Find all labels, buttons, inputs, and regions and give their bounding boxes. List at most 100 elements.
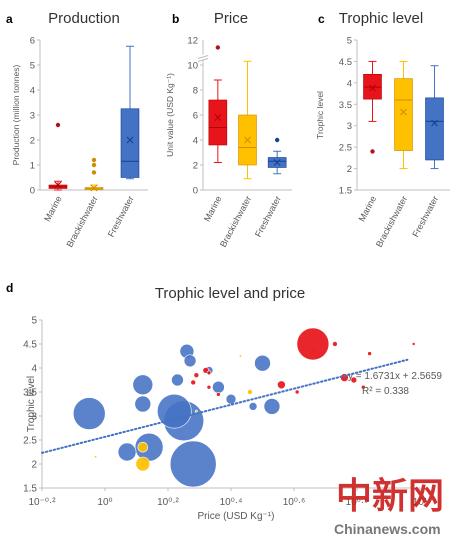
point-brackishwater [135,456,151,472]
box-body [425,97,444,161]
point-brackishwater [238,354,242,358]
y-tick-label: 0 [30,186,35,197]
y-tick-label: 4 [193,136,198,147]
panel-title-d: Trophic level and price [155,285,305,302]
point-marine [350,376,358,384]
x-tick-label: 10¹ [413,497,428,508]
y-tick-label: 4 [347,78,352,89]
outlier-point [91,157,97,163]
y-tick-label: 2 [30,136,35,147]
point-marine [367,351,372,356]
point-brackishwater [194,409,198,413]
x-category-label: Marine [42,194,64,223]
box-b-freshwater [267,137,287,175]
svg-text:Chinanews.com: Chinanews.com [334,521,441,537]
panel-a: a Production 0 1 2 3 4 5 6 Production (million to… [6,10,148,249]
box-c-marine [363,60,382,154]
x-category-label: Freshwater [410,194,440,238]
point-marine [190,379,196,386]
point-marine [360,384,366,390]
x-category-label: Freshwater [106,194,136,238]
mean-marker [214,114,222,121]
svg-text:中新网: 中新网 [336,476,444,517]
y-tick-label: 5 [30,61,35,72]
point-brackishwater [137,441,149,453]
panel-b: b Price 0 2 4 6 8 10 12 Unit value (USD Kg⁻¹) Mari… [165,10,292,249]
box-body [394,78,413,151]
x-category-label: Brackishwater [64,194,99,249]
outlier-point [274,137,280,143]
mean-marker [273,159,281,166]
point-freshwater [72,397,106,430]
y-tick-label: 4 [30,86,35,97]
trend-equation: y = 1.6731x + 2.5659 [348,371,442,382]
point-freshwater [254,354,271,372]
y-tick-label: 3 [30,111,35,122]
axis-break-mark [197,58,209,62]
x-category-label: Freshwater [253,194,283,238]
y-tick-label: 4 [31,364,37,375]
point-marine [277,380,286,390]
svg-text:Chinanews.com: Chinanews.com [334,521,441,537]
y-tick-label: 1.5 [339,186,352,197]
box-body [120,108,140,178]
x-axis-title-d: Price (USD Kg⁻¹) [198,511,275,522]
x-category-label: Brackishwater [218,194,253,249]
panel-label-a: a [6,12,13,26]
point-freshwater [132,374,154,396]
chinanews-logo: 中新网 Chinanews.com Chinanews.com [333,476,445,539]
point-freshwater [169,440,217,488]
y-tick-label: 10 [187,61,198,72]
y-tick-label: 2.5 [339,143,352,154]
box-a-marine [48,122,68,191]
axis-break-mark [197,55,209,59]
point-marine [216,392,221,397]
r-squared: R² = 0.338 [362,386,409,397]
y-tick-label: 6 [193,111,198,122]
box-b-marine [208,45,228,163]
point-freshwater [157,393,192,429]
point-marine [193,372,200,379]
y-tick-label: 3 [31,412,37,423]
point-marine [294,389,300,395]
box-a-brackishwater [84,157,104,192]
point-freshwater [117,442,137,462]
y-tick-label: 2 [193,161,198,172]
outlier-point [91,162,97,168]
y-tick-label: 12 [187,36,198,47]
y-tick-label: 2 [347,164,352,175]
panel-d: d Trophic level and price 1.5 2 2.5 3 3.5 4 4.5 5… [6,281,442,522]
point-freshwater [225,393,237,405]
panel-title-a: Production [48,10,120,27]
point-freshwater [212,380,225,394]
panel-label-b: b [172,12,179,26]
scatter-points [72,327,416,488]
y-tick-label: 2.5 [23,436,37,447]
y-tick-label: 4.5 [339,57,352,68]
x-tick-label: 10⁰·⁴ [220,497,243,508]
point-marine [296,327,330,361]
box-body [208,99,228,146]
point-marine [206,384,212,390]
point-freshwater [263,398,281,415]
mean-marker [90,184,98,192]
mean-marker [431,119,438,127]
point-freshwater [248,402,258,411]
mean-marker [400,108,407,116]
point-marine [206,370,212,376]
x-tick-label: 10⁰·⁶ [283,497,306,508]
point-freshwater [183,354,197,368]
mean-marker [54,181,62,189]
box-a-freshwater [120,45,140,180]
panel-c: c Trophic level 1.5 2 2.5 3 3.5 4 4.5 5 Trophic le… [315,10,450,249]
y-tick-label: 1.5 [23,484,37,495]
y-tick-label: 2 [31,460,37,471]
panel-label-c: c [318,12,325,26]
x-tick-label: 10⁰·⁸ [346,497,369,508]
mean-marker [126,136,134,144]
x-category-label: Marine [202,194,224,223]
watermark-logo: 中新网 Chinanews.com Chinanews.com [330,466,462,540]
x-category-label: Marine [357,194,379,223]
y-tick-label: 3 [347,121,352,132]
